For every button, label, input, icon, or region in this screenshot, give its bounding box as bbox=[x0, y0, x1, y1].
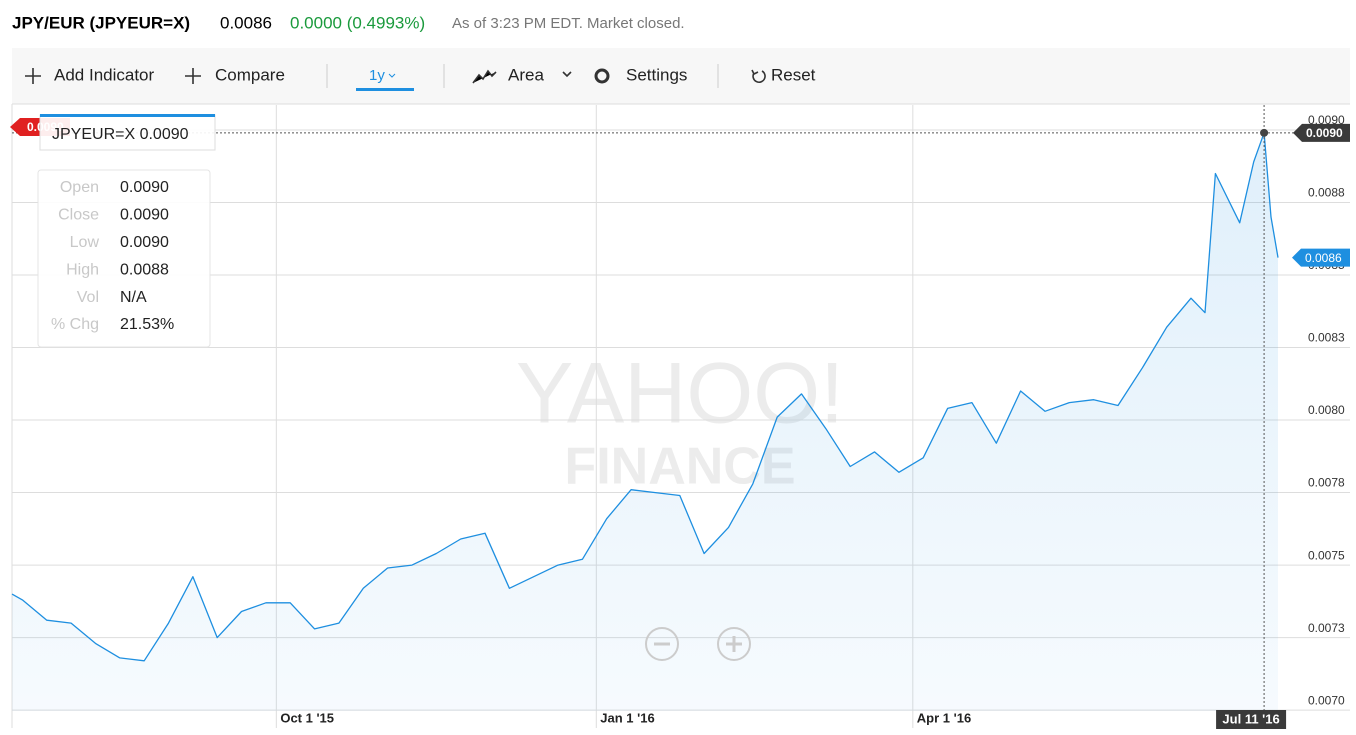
tooltip-accent bbox=[40, 114, 215, 117]
chart-type-button[interactable]: Area bbox=[508, 65, 544, 84]
y-tick-label: 0.0078 bbox=[1308, 476, 1345, 490]
ohlc-value: 21.53% bbox=[120, 316, 174, 333]
tooltip-box bbox=[39, 114, 216, 151]
toolbar bbox=[12, 48, 1350, 104]
ohlc-label: High bbox=[66, 261, 99, 278]
ohlc-label: Open bbox=[60, 179, 99, 196]
zoom-in-button-icon bbox=[726, 636, 742, 652]
crosshair-y-tag bbox=[1293, 123, 1350, 142]
y-tick-label: 0.0090 bbox=[1308, 113, 1345, 127]
ohlc-value: 0.0088 bbox=[120, 261, 169, 278]
ohlc-label: Vol bbox=[77, 289, 99, 306]
compare-button[interactable]: Compare bbox=[215, 65, 285, 84]
area-fill bbox=[12, 132, 1278, 712]
crosshair-x-tag bbox=[1216, 710, 1287, 729]
y-tick-label: 0.0080 bbox=[1308, 403, 1345, 417]
zoom-out-button[interactable] bbox=[645, 627, 679, 661]
tooltip-label: JPYEUR=X 0.0090 bbox=[52, 126, 189, 143]
y-tick-label: 0.0075 bbox=[1308, 548, 1345, 562]
x-tick-label: Jan 1 '16 bbox=[600, 710, 654, 725]
price-line bbox=[11, 132, 1279, 662]
crosshair-y-label: 0.0090 bbox=[1306, 126, 1343, 140]
ohlc-label: Close bbox=[58, 207, 99, 224]
y-tick-label: 0.0070 bbox=[1308, 693, 1345, 707]
chart: YAHOO! FINANCE bbox=[11, 103, 1350, 728]
ohlc-label: Low bbox=[70, 234, 100, 251]
last-price-tag bbox=[1292, 248, 1350, 267]
ohlc-value: 0.0090 bbox=[120, 234, 169, 251]
ohlc-box bbox=[37, 169, 211, 348]
last-price-label: 0.0086 bbox=[1305, 251, 1342, 265]
symbol-title: JPY/EUR (JPYEUR=X) bbox=[12, 13, 190, 32]
range-underline bbox=[356, 88, 414, 91]
market-status: As of 3:23 PM EDT. Market closed. bbox=[452, 15, 685, 32]
settings-button[interactable]: Settings bbox=[626, 65, 687, 84]
x-tick-label: Apr 1 '16 bbox=[917, 710, 971, 725]
ohlc-label: % Chg bbox=[51, 316, 99, 333]
ohlc-value: N/A bbox=[120, 289, 147, 306]
crosshair-x-label: Jul 11 '16 bbox=[1222, 711, 1279, 726]
add-indicator-button[interactable]: Add Indicator bbox=[54, 65, 155, 84]
range-button[interactable]: 1y bbox=[369, 67, 385, 84]
x-tick-label: Oct 1 '15 bbox=[280, 710, 334, 725]
ohlc-value: 0.0090 bbox=[120, 207, 169, 224]
price: 0.0086 bbox=[220, 13, 272, 32]
ohlc-value: 0.0090 bbox=[120, 179, 169, 196]
toolbar-icons bbox=[25, 68, 766, 84]
reset-button[interactable]: Reset bbox=[771, 65, 816, 84]
y-tick-label: 0.0073 bbox=[1308, 621, 1345, 635]
crosshair-point bbox=[1260, 128, 1269, 137]
zoom-in-button[interactable] bbox=[717, 627, 751, 661]
price-change: 0.0000 (0.4993%) bbox=[290, 13, 425, 32]
y-tick-label: 0.0083 bbox=[1308, 331, 1345, 345]
toolbar-separators bbox=[326, 64, 719, 88]
y-tick-label: 0.0088 bbox=[1308, 186, 1345, 200]
